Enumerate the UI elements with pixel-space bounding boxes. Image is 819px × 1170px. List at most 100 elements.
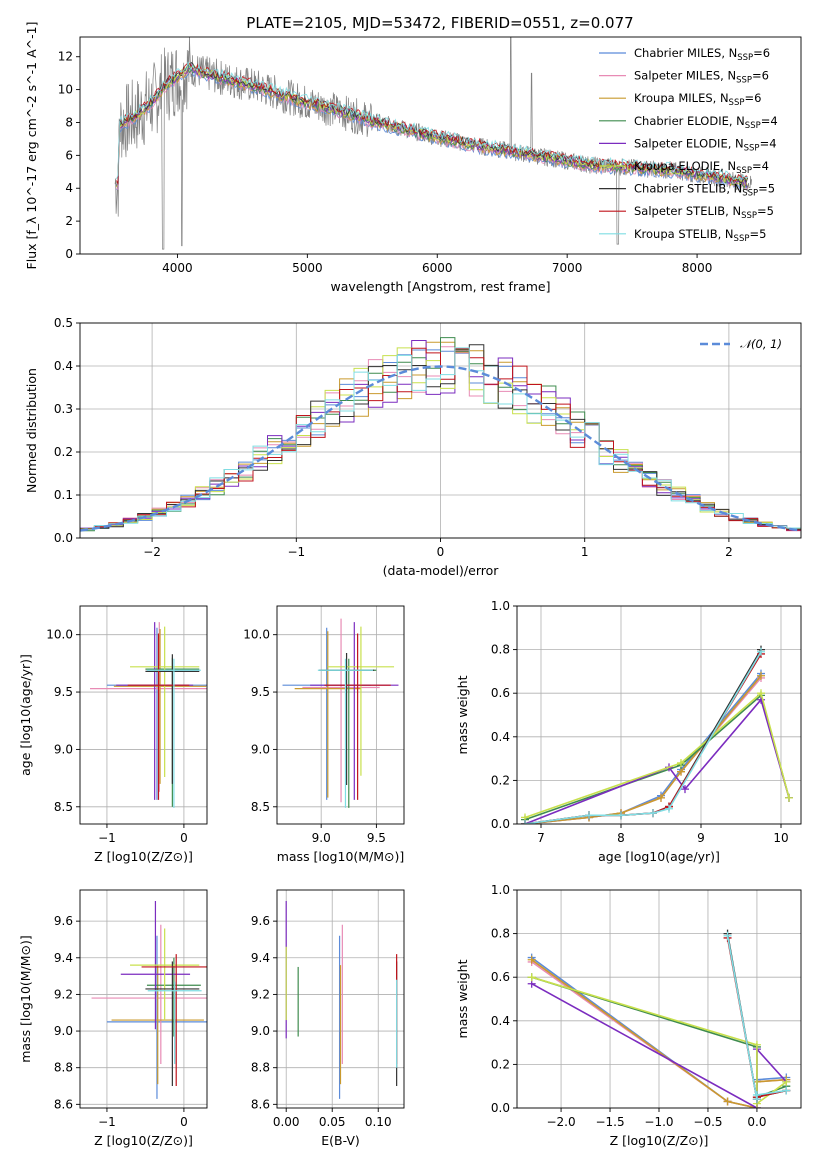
y-tick-label: 0.2	[491, 1057, 510, 1071]
plot-area	[521, 645, 793, 824]
legend-value: =4	[761, 114, 778, 128]
legend-entry: Salpeter MILES, NSSP=6	[634, 69, 769, 86]
x-tick-label: 9.5	[367, 831, 386, 845]
axes-frame	[276, 889, 405, 1109]
y-tick-label: 0.4	[491, 730, 510, 744]
legend-subscript: SSP	[736, 166, 752, 176]
weight-marker	[723, 1097, 732, 1106]
panel-residuals: 𝒩(0, 1) −2 −1 0 1 2 0.0 0.1 0.2 0.3 0.4 0.5 (data-mo…	[24, 316, 802, 578]
x-tick-label: −0.5	[693, 1115, 722, 1129]
plot-area	[285, 900, 398, 1099]
plot-area	[114, 37, 752, 250]
x-tick-label: 1	[581, 545, 589, 559]
x-tick-label: 7000	[552, 261, 583, 275]
y-tick-label: 0.3	[54, 402, 73, 416]
y-tick-label: 8.6	[54, 1097, 73, 1111]
legend-value: =5	[749, 227, 766, 241]
y-tick-label: 0.2	[491, 773, 510, 787]
weight-marker	[665, 804, 673, 813]
normal-curve	[80, 365, 801, 532]
x-axis-label: E(B-V)	[321, 1133, 360, 1148]
weight-line	[531, 959, 787, 1108]
y-tick-label: 0.4	[54, 359, 73, 373]
legend-value: =6	[752, 69, 769, 83]
figure-title: PLATE=2105, MJD=53472, FIBERID=0551, z=0…	[246, 14, 633, 32]
weight-marker	[617, 811, 625, 820]
y-tick-label: 12	[58, 50, 73, 64]
x-tick-label: 0	[180, 831, 188, 845]
weight-marker	[782, 1086, 791, 1095]
y-axis-label: mass [log10(M/M⊙)]	[18, 935, 33, 1063]
y-tick-label: 2	[65, 214, 73, 228]
panel-age-vs-mass: 9.0 9.5 8.5 9.0 9.5 10.0 mass [log10(M/M⊙)]	[243, 605, 405, 864]
legend-entry: Kroupa ELODIE, NSSP=4	[634, 159, 769, 176]
y-axis-label: Normed distribution	[24, 368, 39, 493]
y-tick-label: 9.4	[54, 951, 73, 965]
x-tick-label: −1	[98, 1115, 116, 1129]
y-tick-label: 0.0	[491, 1101, 510, 1115]
legend-entry: Kroupa STELIB, NSSP=5	[634, 227, 766, 244]
x-tick-label: 0.0	[747, 1115, 766, 1129]
x-axis-label: mass [log10(M/M⊙)]	[277, 849, 405, 864]
x-axis-label: age [log10(age/yr)]	[598, 849, 720, 864]
axes-frame	[276, 605, 405, 825]
y-tick-label: 9.6	[54, 914, 73, 928]
weight-marker	[757, 689, 765, 698]
y-tick-label: 9.5	[251, 685, 270, 699]
weight-marker	[657, 793, 665, 802]
weight-marker	[521, 820, 529, 824]
y-tick-label: 10.0	[46, 628, 73, 642]
y-axis-label: Flux [f_λ 10^-17 erg cm^-2 s^-1 A^-1]	[24, 22, 39, 270]
weight-marker	[649, 809, 657, 818]
x-tick-label: 0	[437, 545, 445, 559]
legend-subscript: SSP	[734, 234, 750, 244]
weight-marker	[757, 671, 765, 680]
legend-value: =4	[752, 159, 769, 173]
legend-entry: Chabrier STELIB, NSSP=5	[634, 182, 775, 199]
y-tick-label: 0.2	[54, 445, 73, 459]
panel-weight-vs-age: 7 8 9 10 0.0 0.2 0.4 0.6 0.8 1.0 age [log10(age/yr…	[455, 599, 802, 864]
axes-frame	[79, 605, 208, 825]
legend-subscript: SSP	[736, 76, 752, 86]
y-tick-label: 8.6	[251, 1097, 270, 1111]
y-tick-label: 9.0	[251, 1024, 270, 1038]
y-tick-label: 1.0	[491, 883, 510, 897]
x-tick-label: 5000	[292, 261, 323, 275]
x-tick-label: 9	[697, 831, 705, 845]
x-tick-label: −2	[143, 545, 161, 559]
x-axis-label: wavelength [Angstrom, rest frame]	[330, 279, 550, 294]
axes-frame	[79, 889, 208, 1109]
panel-weight-vs-z: −2.0 −1.5 −1.0 −0.5 0.0 0.0 0.2 0.4 0.6 0.8 1.0 Z […	[455, 883, 802, 1148]
y-tick-label: 9.6	[251, 914, 270, 928]
y-tick-label: 9.4	[251, 951, 270, 965]
x-tick-label: 0.10	[365, 1115, 392, 1129]
legend-subscript: SSP	[744, 143, 760, 153]
y-tick-label: 0.8	[491, 927, 510, 941]
x-tick-label: 0.05	[319, 1115, 346, 1129]
y-tick-label: 0.6	[491, 970, 510, 984]
y-tick-label: 6	[65, 148, 73, 162]
y-tick-label: 0.6	[491, 686, 510, 700]
legend-subscript: SSP	[742, 189, 758, 199]
weight-marker	[785, 793, 793, 802]
x-tick-label: 9.0	[312, 831, 331, 845]
y-tick-label: 8.8	[251, 1061, 270, 1075]
legend-entry: Chabrier ELODIE, NSSP=4	[634, 114, 778, 131]
x-tick-label: 7	[537, 831, 545, 845]
x-tick-label: 8000	[682, 261, 713, 275]
weight-marker	[677, 758, 685, 767]
plot-area	[527, 929, 791, 1108]
y-tick-label: 10.0	[243, 628, 270, 642]
y-tick-label: 9.2	[251, 987, 270, 1001]
x-tick-label: −2.0	[546, 1115, 575, 1129]
weight-marker	[752, 1090, 761, 1099]
y-tick-label: 0	[65, 247, 73, 261]
panel-spectrum: Chabrier MILES, NSSP=6 Salpeter MILES, NS…	[24, 22, 802, 294]
y-tick-label: 9.5	[54, 685, 73, 699]
legend-subscript: SSP	[737, 53, 753, 63]
y-tick-label: 0.4	[491, 1014, 510, 1028]
weight-marker	[782, 1077, 791, 1086]
y-tick-label: 0.8	[491, 643, 510, 657]
legend-subscript: SSP	[745, 121, 761, 131]
model-spectrum	[115, 61, 748, 181]
